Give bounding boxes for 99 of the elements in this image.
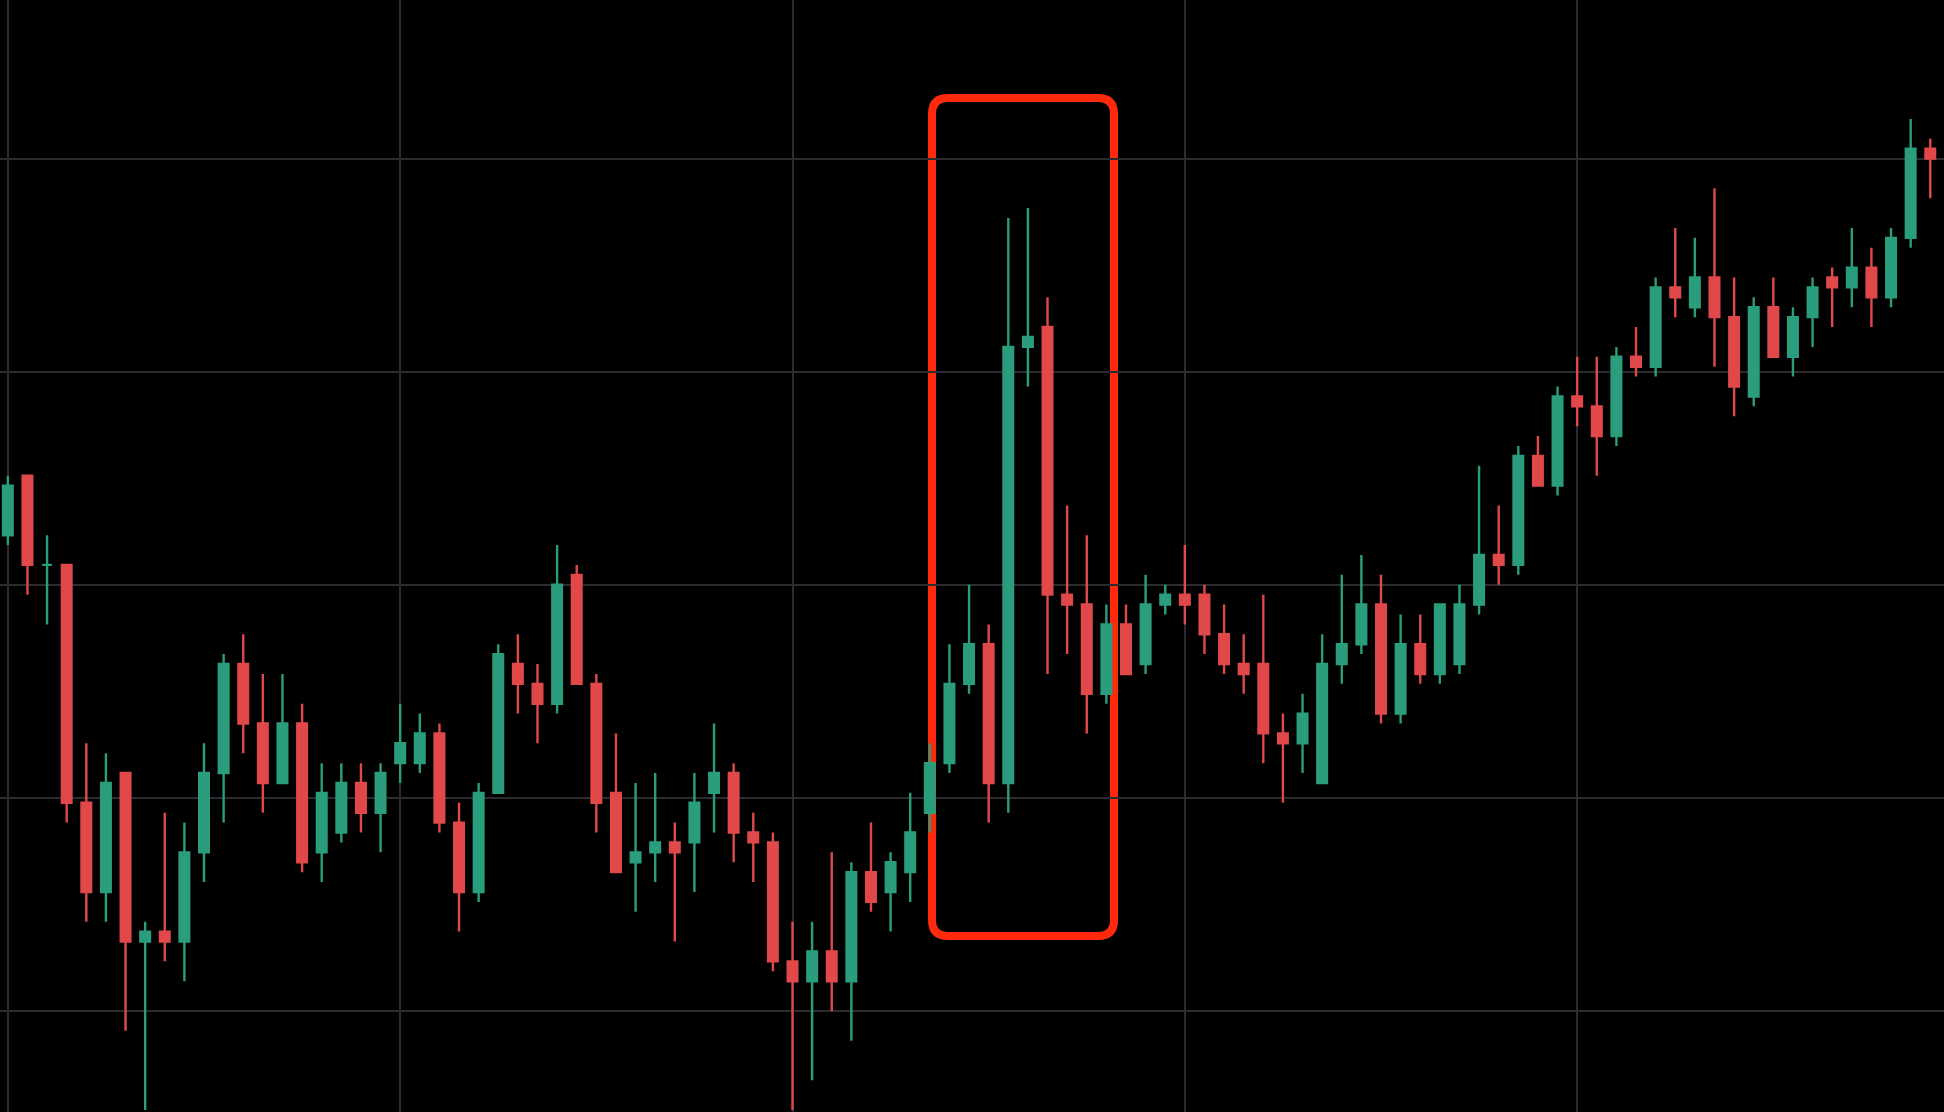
candlestick xyxy=(1826,266,1839,329)
candlestick xyxy=(315,761,328,884)
candlestick xyxy=(786,920,799,1112)
candlestick xyxy=(276,672,289,785)
candlestick xyxy=(1080,533,1093,735)
candlestick xyxy=(335,761,348,844)
candlestick xyxy=(825,851,838,1013)
candlestick xyxy=(256,672,269,814)
candlestick xyxy=(472,781,485,904)
candlestick xyxy=(158,811,171,963)
candlestick xyxy=(237,633,250,755)
candlestick xyxy=(1649,276,1662,378)
candlestick xyxy=(99,752,112,923)
candlestick xyxy=(1237,633,1250,695)
candlestick xyxy=(1904,117,1917,249)
candlestick xyxy=(1041,296,1054,676)
candlestick xyxy=(1806,276,1819,349)
candlestick xyxy=(1924,137,1937,200)
candlestick xyxy=(708,722,721,834)
candlestick xyxy=(1296,692,1309,775)
candlestick xyxy=(904,791,917,904)
candlestick xyxy=(1,474,14,547)
candlestick xyxy=(1394,613,1407,725)
candlestick xyxy=(217,652,230,824)
candlestick xyxy=(1159,583,1172,616)
candlestick xyxy=(492,643,505,795)
candlestick xyxy=(570,563,583,686)
candlestick xyxy=(1316,633,1329,785)
candlestick xyxy=(1414,613,1427,686)
candlestick xyxy=(943,643,956,775)
candlestick xyxy=(1728,276,1741,418)
candlestick xyxy=(511,633,524,715)
candlestick xyxy=(119,771,132,1032)
candlestick xyxy=(727,761,740,864)
candlestick xyxy=(21,474,34,596)
candlestick xyxy=(354,761,367,834)
candlestick xyxy=(1021,206,1034,388)
candlestick xyxy=(1885,226,1898,309)
candlestick xyxy=(668,821,681,943)
candlestick xyxy=(1767,276,1780,358)
candlestick xyxy=(1865,246,1878,329)
candlestick xyxy=(884,851,897,933)
candlestick xyxy=(1747,296,1760,408)
candlestick xyxy=(1473,464,1486,616)
candlestick xyxy=(1002,216,1015,814)
candlestick xyxy=(1355,553,1368,656)
candlestick xyxy=(394,702,407,785)
candlestick xyxy=(864,821,877,913)
candlestick xyxy=(806,920,819,1082)
candlestick xyxy=(609,732,622,874)
candlestick xyxy=(747,811,760,884)
candlestick xyxy=(1531,434,1544,487)
candlestick xyxy=(845,861,858,1042)
candlestick xyxy=(139,920,152,1112)
candlestick xyxy=(1688,236,1701,319)
candlestick xyxy=(1375,573,1388,725)
candlestick xyxy=(923,742,936,834)
candlestick xyxy=(1198,583,1211,656)
candlestick xyxy=(629,781,642,913)
candlestick xyxy=(1669,226,1682,319)
candlestick xyxy=(1119,603,1132,676)
candlestick xyxy=(1610,345,1623,448)
candlestick xyxy=(1512,444,1525,577)
candlestick xyxy=(1335,573,1348,686)
candlestick xyxy=(1453,583,1466,676)
candlestick xyxy=(1257,593,1270,765)
candlestick xyxy=(1139,573,1152,676)
candlestick xyxy=(982,623,995,824)
candlestick xyxy=(198,742,211,884)
candlestick xyxy=(963,583,976,695)
candlestick xyxy=(766,831,779,973)
candlestick xyxy=(1630,325,1643,378)
candlestick xyxy=(649,771,662,884)
candlestick xyxy=(1178,543,1191,626)
candlestick xyxy=(1433,603,1446,686)
candlestick xyxy=(1708,187,1721,368)
candlestick xyxy=(374,761,387,854)
candlestick xyxy=(1492,504,1505,586)
candlestick xyxy=(1590,355,1603,477)
candlestick xyxy=(1786,306,1799,378)
candlestick xyxy=(1100,603,1113,705)
candlestick xyxy=(41,533,54,626)
candlestick xyxy=(1218,603,1231,676)
candlestick xyxy=(1276,712,1289,804)
candlestick xyxy=(1551,385,1564,497)
candlestick xyxy=(60,563,73,824)
candlestick xyxy=(531,662,544,745)
candlestick xyxy=(688,771,701,894)
candlestick xyxy=(80,742,93,923)
candlestick xyxy=(1061,504,1074,656)
candlestick xyxy=(1571,355,1584,428)
candlestick xyxy=(296,702,309,874)
candlestick xyxy=(1845,226,1858,309)
candlestick xyxy=(413,712,426,775)
candlestick xyxy=(433,722,446,834)
candlestick xyxy=(453,801,466,933)
candlestick xyxy=(551,543,564,715)
candlestick xyxy=(590,672,603,834)
candlestick xyxy=(178,821,191,983)
